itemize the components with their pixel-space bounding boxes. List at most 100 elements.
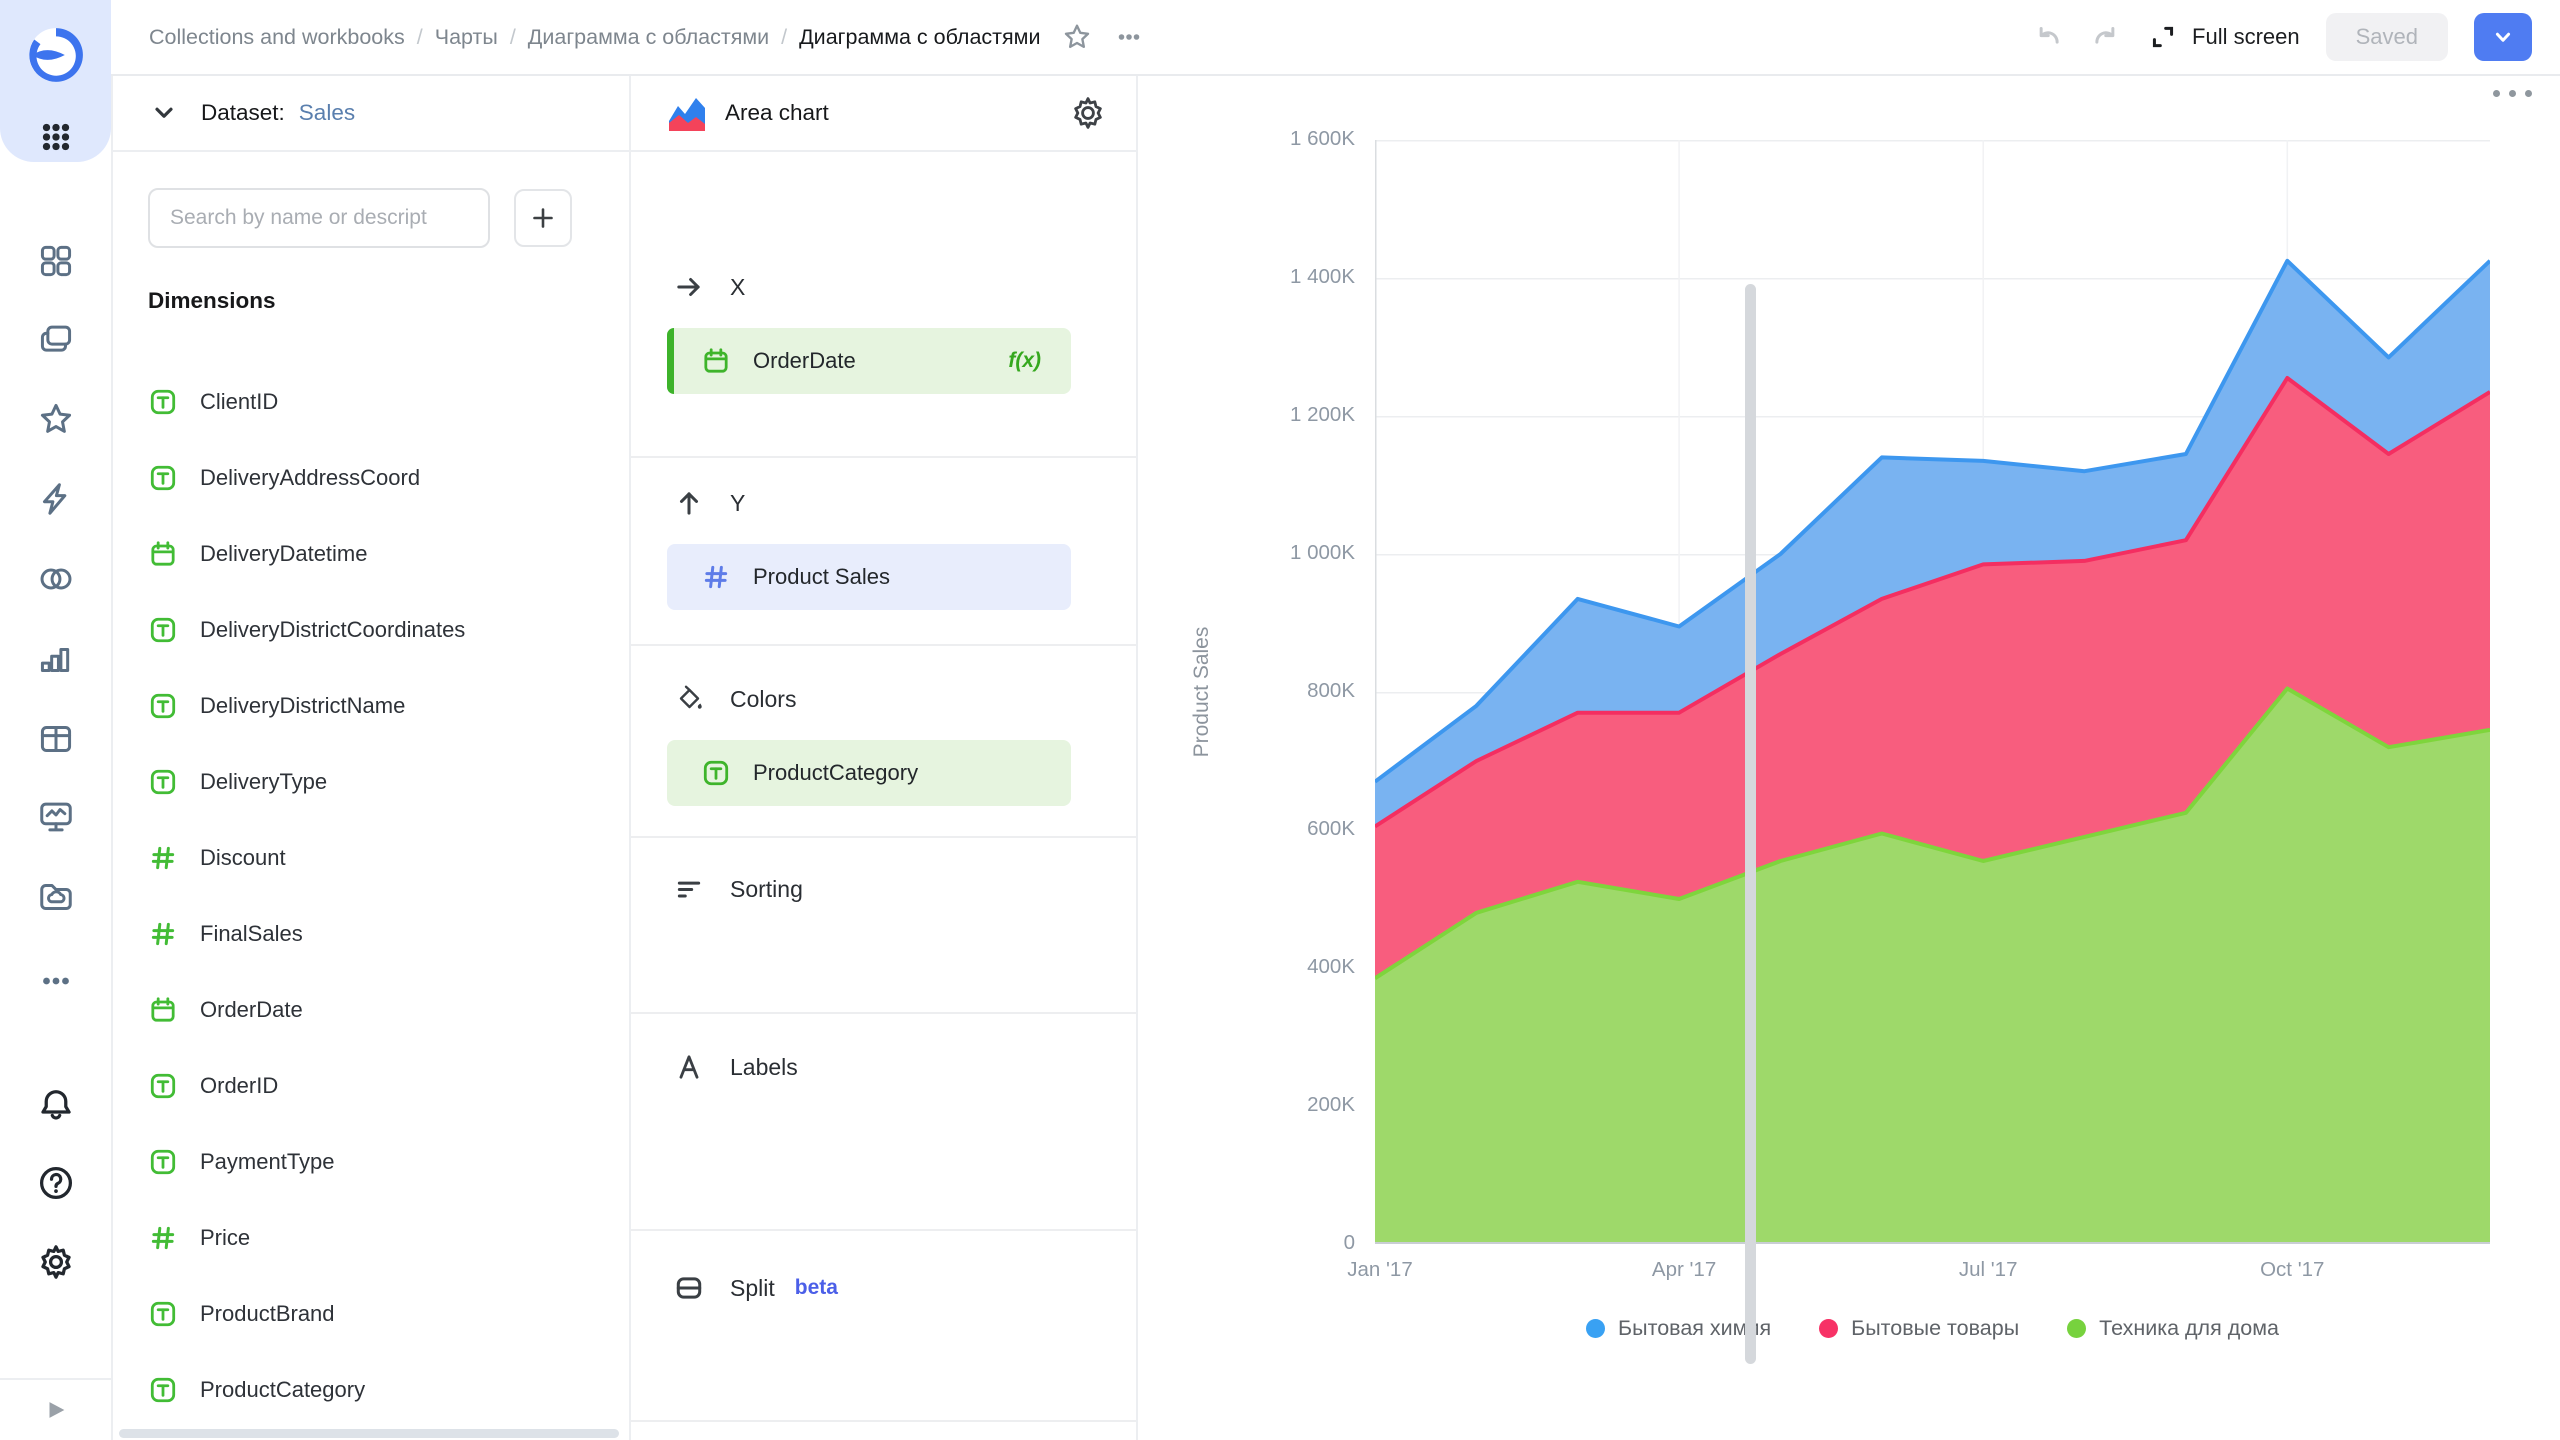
- field-item-ProductBrand[interactable]: ProductBrand: [113, 1276, 588, 1352]
- field-item-OrderDate[interactable]: OrderDate: [113, 972, 588, 1048]
- breadcrumb-item[interactable]: Диаграмма с областями: [527, 24, 770, 49]
- rail-item-tables[interactable]: [0, 720, 111, 758]
- chart-config-panel: Area chart X OrderDate f(x) Y Product Sa…: [629, 76, 1756, 1440]
- field-item-DeliveryType[interactable]: DeliveryType: [113, 744, 588, 820]
- y-axis-tick-label: 400K: [1307, 955, 1355, 978]
- pill-Product-Sales[interactable]: Product Sales: [667, 544, 1071, 610]
- field-item-Price[interactable]: Price: [113, 1200, 588, 1276]
- sorting-icon: [677, 881, 701, 898]
- paint-bucket-icon: [679, 685, 702, 709]
- expand-sidebar-button[interactable]: [0, 1378, 111, 1440]
- field-item-DeliveryDistrictCoordinates[interactable]: DeliveryDistrictCoordinates: [113, 592, 588, 668]
- full-screen-button[interactable]: Full screen: [2148, 22, 2300, 52]
- field-name: DeliveryAddressCoord: [200, 465, 421, 490]
- field-item-ClientID[interactable]: ClientID: [113, 364, 588, 440]
- redo-icon[interactable]: [2090, 21, 2122, 53]
- labels-a-icon: [674, 1052, 704, 1082]
- field-item-DeliveryDatetime[interactable]: DeliveryDatetime: [113, 516, 588, 592]
- undo-icon[interactable]: [2032, 21, 2064, 53]
- field-name: DeliveryDatetime: [200, 541, 368, 566]
- rail-item-storage[interactable]: [0, 878, 111, 916]
- pill-ProductCategory[interactable]: ProductCategory: [667, 740, 1071, 806]
- charts-icon: [40, 648, 69, 673]
- field-name: Discount: [200, 845, 286, 870]
- left-rail: [0, 0, 111, 1440]
- section-label: Y: [730, 489, 746, 516]
- rail-item-dashboards[interactable]: [0, 242, 111, 280]
- search-input[interactable]: [148, 188, 490, 248]
- type-string-icon: [703, 760, 729, 786]
- field-item-DeliveryAddressCoord[interactable]: DeliveryAddressCoord: [113, 440, 588, 516]
- rail-item-apps-grid[interactable]: [0, 118, 111, 156]
- top-bar-actions: Full screen Saved: [2032, 13, 2532, 61]
- type-string-icon: [150, 617, 176, 643]
- breadcrumb-item[interactable]: Чарты: [434, 24, 498, 49]
- field-name: ProductCategory: [200, 1377, 366, 1402]
- legend-item-Техника для дома[interactable]: Техника для дома: [2067, 1316, 2279, 1341]
- rail-item-datalens-logo[interactable]: [0, 26, 111, 84]
- rail-item-favorites[interactable]: [0, 400, 111, 438]
- section-header-sorting[interactable]: Sorting: [631, 874, 1136, 904]
- field-item-Discount[interactable]: Discount: [113, 820, 588, 896]
- y-axis-tick-label: 800K: [1307, 679, 1355, 702]
- rail-item-datasets[interactable]: [0, 560, 111, 598]
- dataset-header[interactable]: Dataset: Sales: [113, 76, 629, 152]
- rail-item-settings[interactable]: [0, 1243, 111, 1281]
- dataset-horizontal-scrollbar[interactable]: [119, 1429, 619, 1438]
- bell-icon: [40, 1090, 71, 1120]
- rail-item-more[interactable]: [0, 962, 111, 1000]
- section-header-x[interactable]: X: [631, 272, 1136, 302]
- monitoring-icon: [39, 802, 72, 832]
- type-string-icon: [148, 463, 178, 493]
- field-name: OrderID: [200, 1073, 279, 1098]
- dimensions-section-title: Dimensions: [148, 288, 276, 313]
- legend-item-Бытовые товары[interactable]: Бытовые товары: [1819, 1316, 2019, 1341]
- chart-settings-gear-icon[interactable]: [1070, 95, 1106, 131]
- section-header-colors[interactable]: Colors: [631, 684, 1136, 714]
- fx-formula-icon[interactable]: f(x): [1008, 349, 1041, 372]
- favorite-star-icon[interactable]: [1062, 22, 1092, 52]
- rail-item-charts[interactable]: [0, 640, 111, 678]
- chart-options-menu-icon[interactable]: [2493, 90, 2532, 97]
- calendar-icon: [151, 541, 175, 566]
- dataset-title-label: Dataset:: [201, 100, 285, 125]
- calendar-icon: [701, 346, 731, 376]
- more-menu-icon[interactable]: [1114, 22, 1144, 52]
- rail-item-connections[interactable]: [0, 480, 111, 518]
- section-header-y[interactable]: Y: [631, 488, 1136, 518]
- section-label: Sorting: [730, 875, 803, 902]
- saved-button[interactable]: Saved: [2325, 13, 2448, 61]
- y-axis-tick-label: 0: [1343, 1231, 1355, 1254]
- breadcrumb: Collections and workbooks / Чарты / Диаграмм…: [149, 25, 1040, 50]
- field-item-ProductCategory[interactable]: ProductCategory: [113, 1352, 588, 1428]
- field-item-DeliveryDistrictName[interactable]: DeliveryDistrictName: [113, 668, 588, 744]
- breadcrumb-item[interactable]: Collections and workbooks: [149, 24, 405, 49]
- rail-item-bell[interactable]: [0, 1086, 111, 1124]
- add-field-button[interactable]: [514, 189, 572, 247]
- type-string-icon: [148, 767, 178, 797]
- section-header-split[interactable]: Split beta: [631, 1273, 1136, 1303]
- type-string-icon: [150, 465, 176, 491]
- save-dropdown-button[interactable]: [2474, 13, 2532, 61]
- chart-type-label[interactable]: Area chart: [725, 100, 829, 125]
- rail-item-help[interactable]: [0, 1164, 111, 1202]
- stacked-area-chart[interactable]: [1375, 140, 2490, 1244]
- field-item-OrderID[interactable]: OrderID: [113, 1048, 588, 1124]
- plus-icon: [533, 208, 553, 228]
- type-string-icon: [148, 1147, 178, 1177]
- dataset-name-link[interactable]: Sales: [298, 100, 356, 125]
- pill-OrderDate[interactable]: OrderDate f(x): [667, 328, 1071, 394]
- rail-item-monitoring[interactable]: [0, 798, 111, 836]
- section-header-labels[interactable]: Labels: [631, 1052, 1136, 1082]
- chevron-down-icon[interactable]: [149, 98, 179, 128]
- rail-item-collections[interactable]: [0, 321, 111, 359]
- section-label: Labels: [730, 1053, 798, 1080]
- field-item-FinalSales[interactable]: FinalSales: [113, 896, 588, 972]
- legend-label: Техника для дома: [2099, 1316, 2279, 1340]
- field-item-PaymentType[interactable]: PaymentType: [113, 1124, 588, 1200]
- config-scrollbar[interactable]: [1745, 284, 1756, 1364]
- labels-a-icon: [679, 1055, 699, 1079]
- tables-icon: [40, 725, 71, 753]
- legend-item-Бытовая химия[interactable]: Бытовая химия: [1586, 1316, 1771, 1341]
- arrow-right-icon: [677, 278, 700, 296]
